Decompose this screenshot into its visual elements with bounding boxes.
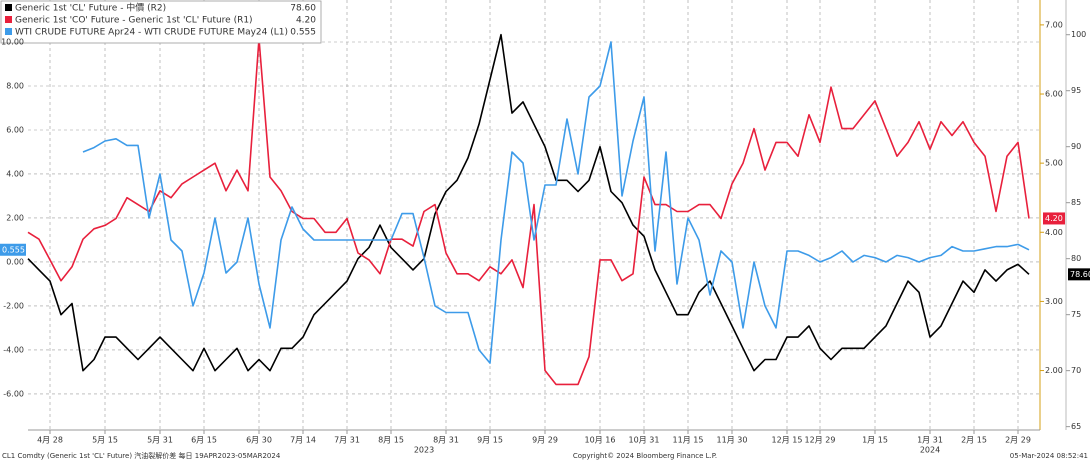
series-line	[27, 37, 1030, 386]
y2-tick-label: 4.00	[1045, 228, 1063, 237]
y3-tick-label: 65	[1071, 422, 1081, 431]
x-tick-label: 12月 29	[805, 436, 836, 445]
x-tick-label: 5月 31	[147, 436, 173, 445]
legend-value: 0.555	[290, 28, 316, 38]
x-tick-label: 5月 15	[92, 436, 118, 445]
y-tick-label: -6.00	[3, 389, 24, 398]
y2-tick-label: 6.00	[1045, 90, 1063, 99]
legend-box	[0, 0, 322, 44]
y3-tick-label: 75	[1071, 310, 1081, 319]
y-tick-label: 2.00	[6, 213, 24, 222]
y-tick-label: -4.00	[3, 345, 24, 354]
x-tick-label: 2月 29	[1005, 436, 1031, 445]
x-tick-label: 6月 15	[191, 436, 217, 445]
y-tick-label: 4.00	[6, 169, 24, 178]
year-label: 2024	[920, 446, 940, 455]
x-tick-label: 11月 15	[673, 436, 704, 445]
y3-tick-label: 70	[1071, 366, 1081, 375]
x-tick-label: 9月 15	[477, 436, 503, 445]
footer-left: CL1 Comdty (Generic 1st 'CL' Future) 汽油裂…	[2, 451, 281, 460]
y3-tick-label: 90	[1071, 142, 1081, 151]
footer-right: 05-Mar-2024 08:52:41	[1010, 452, 1088, 460]
y2-tick-label: 5.00	[1045, 159, 1063, 168]
y-tick-label: 8.00	[6, 82, 24, 91]
y-tick-label: -2.00	[3, 301, 24, 310]
x-tick-label: 1月 15	[862, 436, 888, 445]
x-tick-label: 10月 16	[585, 436, 616, 445]
last-value-box	[1068, 268, 1090, 281]
x-tick-label: 6月 30	[246, 436, 272, 445]
footer-center: Copyright© 2024 Bloomberg Finance L.P.	[573, 452, 717, 460]
x-tick-label: 8月 15	[378, 436, 404, 445]
labels: 10.00 8.00 6.00 4.00 2.00 0.00 -2.00 -4.00 -6.00…	[0, 20, 1090, 455]
legend-swatch	[5, 28, 12, 35]
lines	[27, 33, 1030, 386]
y-tick-label: 0.00	[6, 257, 24, 266]
y3-tick-label: 85	[1071, 198, 1081, 207]
x-tick-label: 1月 31	[917, 436, 943, 445]
legend-swatch	[5, 16, 12, 23]
x-tick-label: 8月 31	[433, 436, 459, 445]
x-tick-label: 11月 30	[717, 436, 748, 445]
legend-label: Generic 1st 'CL' Future - 中價 (R2)	[15, 2, 166, 14]
last-value-label: 4.20	[1045, 214, 1063, 223]
legend-label: Generic 1st 'CO' Future - Generic 1st 'C…	[15, 16, 253, 26]
y2-tick-label: 2.00	[1045, 366, 1063, 375]
last-value-box	[1043, 212, 1065, 225]
y3-tick-label: 95	[1071, 86, 1081, 95]
year-label: 2023	[414, 446, 434, 455]
y2-tick-label: 7.00	[1045, 20, 1063, 29]
y2-tick-label: 3.00	[1045, 297, 1063, 306]
legend-value: 78.60	[290, 4, 316, 14]
x-tick-label: 9月 29	[532, 436, 558, 445]
y-tick-label: 6.00	[6, 125, 24, 134]
last-value-box	[0, 243, 26, 256]
last-value-label: 78.60	[1070, 270, 1090, 279]
legend-value: 4.20	[296, 16, 316, 26]
legend: Generic 1st 'CL' Future - 中價 (R2) 78.60 Ge…	[0, 0, 322, 44]
series-line	[27, 33, 1030, 372]
y3-tick-label: 80	[1071, 254, 1081, 263]
legend-swatch	[5, 4, 12, 11]
x-tick-label: 7月 14	[290, 436, 316, 445]
x-tick-label: 2月 15	[961, 436, 987, 445]
last-value-label: 0.555	[2, 245, 25, 254]
x-tick-label: 10月 31	[629, 436, 660, 445]
y3-tick-label: 100	[1071, 30, 1086, 39]
x-tick-label: 12月 15	[772, 436, 803, 445]
x-tick-label: 7月 31	[334, 436, 360, 445]
x-tick-label: 4月 28	[37, 436, 63, 445]
y-tick-label: 10.00	[1, 38, 24, 47]
legend-label: WTI CRUDE FUTURE Apr24 - WTI CRUDE FUTUR…	[15, 28, 288, 38]
series-line	[82, 41, 1030, 364]
